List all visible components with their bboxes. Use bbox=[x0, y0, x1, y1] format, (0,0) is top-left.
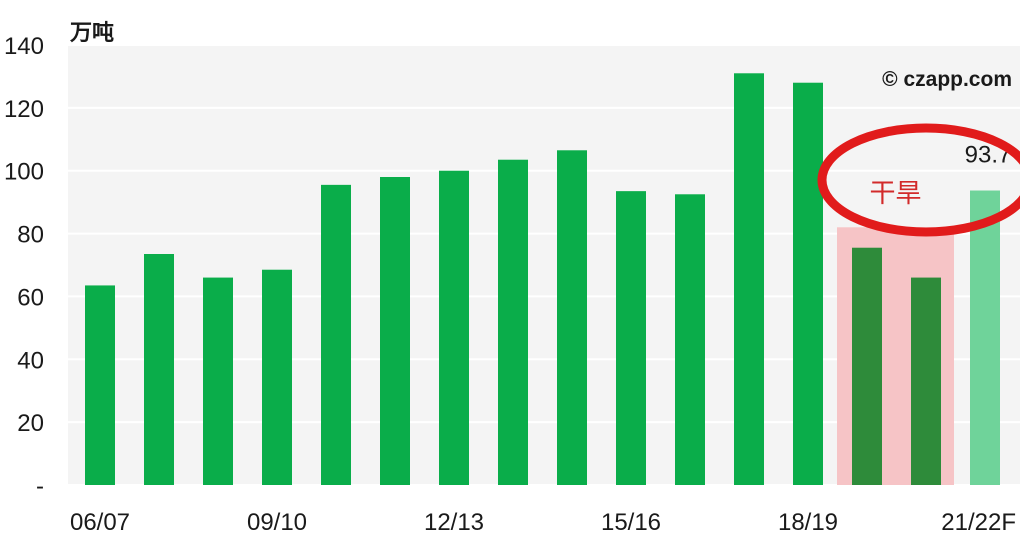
bar-10-11 bbox=[321, 184, 351, 485]
x-tick-label: 09/10 bbox=[247, 509, 307, 536]
bar-13-14 bbox=[498, 159, 528, 485]
y-axis-unit: 万吨 bbox=[69, 20, 114, 46]
y-tick-label: 100 bbox=[4, 159, 44, 186]
bar-17-18 bbox=[734, 73, 764, 486]
source-credit: © czapp.com bbox=[882, 68, 1012, 91]
x-tick-label: 18/19 bbox=[778, 509, 838, 536]
x-tick-label: 06/07 bbox=[70, 509, 130, 536]
drought-label: 干旱 bbox=[869, 179, 921, 209]
y-tick-label: 80 bbox=[17, 222, 44, 249]
bar-12-13 bbox=[439, 170, 469, 485]
bar-06-07 bbox=[85, 285, 115, 485]
y-tick-label: - bbox=[36, 473, 44, 500]
y-tick-label: 140 bbox=[4, 33, 44, 60]
y-tick-label: 20 bbox=[17, 410, 44, 437]
x-tick-label: 21/22F bbox=[941, 509, 1016, 536]
bar-18-19 bbox=[793, 82, 823, 485]
bar-20-21 bbox=[911, 277, 941, 485]
x-axis-ticks: 06/07 09/10 12/13 15/16 18/19 21/22F bbox=[70, 509, 1016, 536]
bar-08-09 bbox=[203, 277, 233, 485]
bars bbox=[85, 73, 1000, 486]
x-tick-label: 12/13 bbox=[424, 509, 484, 536]
bar-21-22F bbox=[970, 190, 1000, 485]
highlight-circle bbox=[817, 123, 1020, 237]
bar-15-16 bbox=[616, 191, 646, 485]
bar-07-08 bbox=[144, 254, 174, 485]
y-axis-ticks: 140 120 100 80 60 40 20 - bbox=[4, 33, 44, 500]
bar-11-12 bbox=[380, 177, 410, 485]
bar-19-20 bbox=[852, 247, 882, 485]
bar-14-15 bbox=[557, 150, 587, 486]
y-tick-label: 120 bbox=[4, 96, 44, 123]
y-tick-label: 60 bbox=[17, 284, 44, 311]
y-tick-label: 40 bbox=[17, 347, 44, 374]
bar-09-10 bbox=[262, 269, 292, 485]
x-tick-label: 15/16 bbox=[601, 509, 661, 536]
bar-16-17 bbox=[675, 194, 705, 486]
